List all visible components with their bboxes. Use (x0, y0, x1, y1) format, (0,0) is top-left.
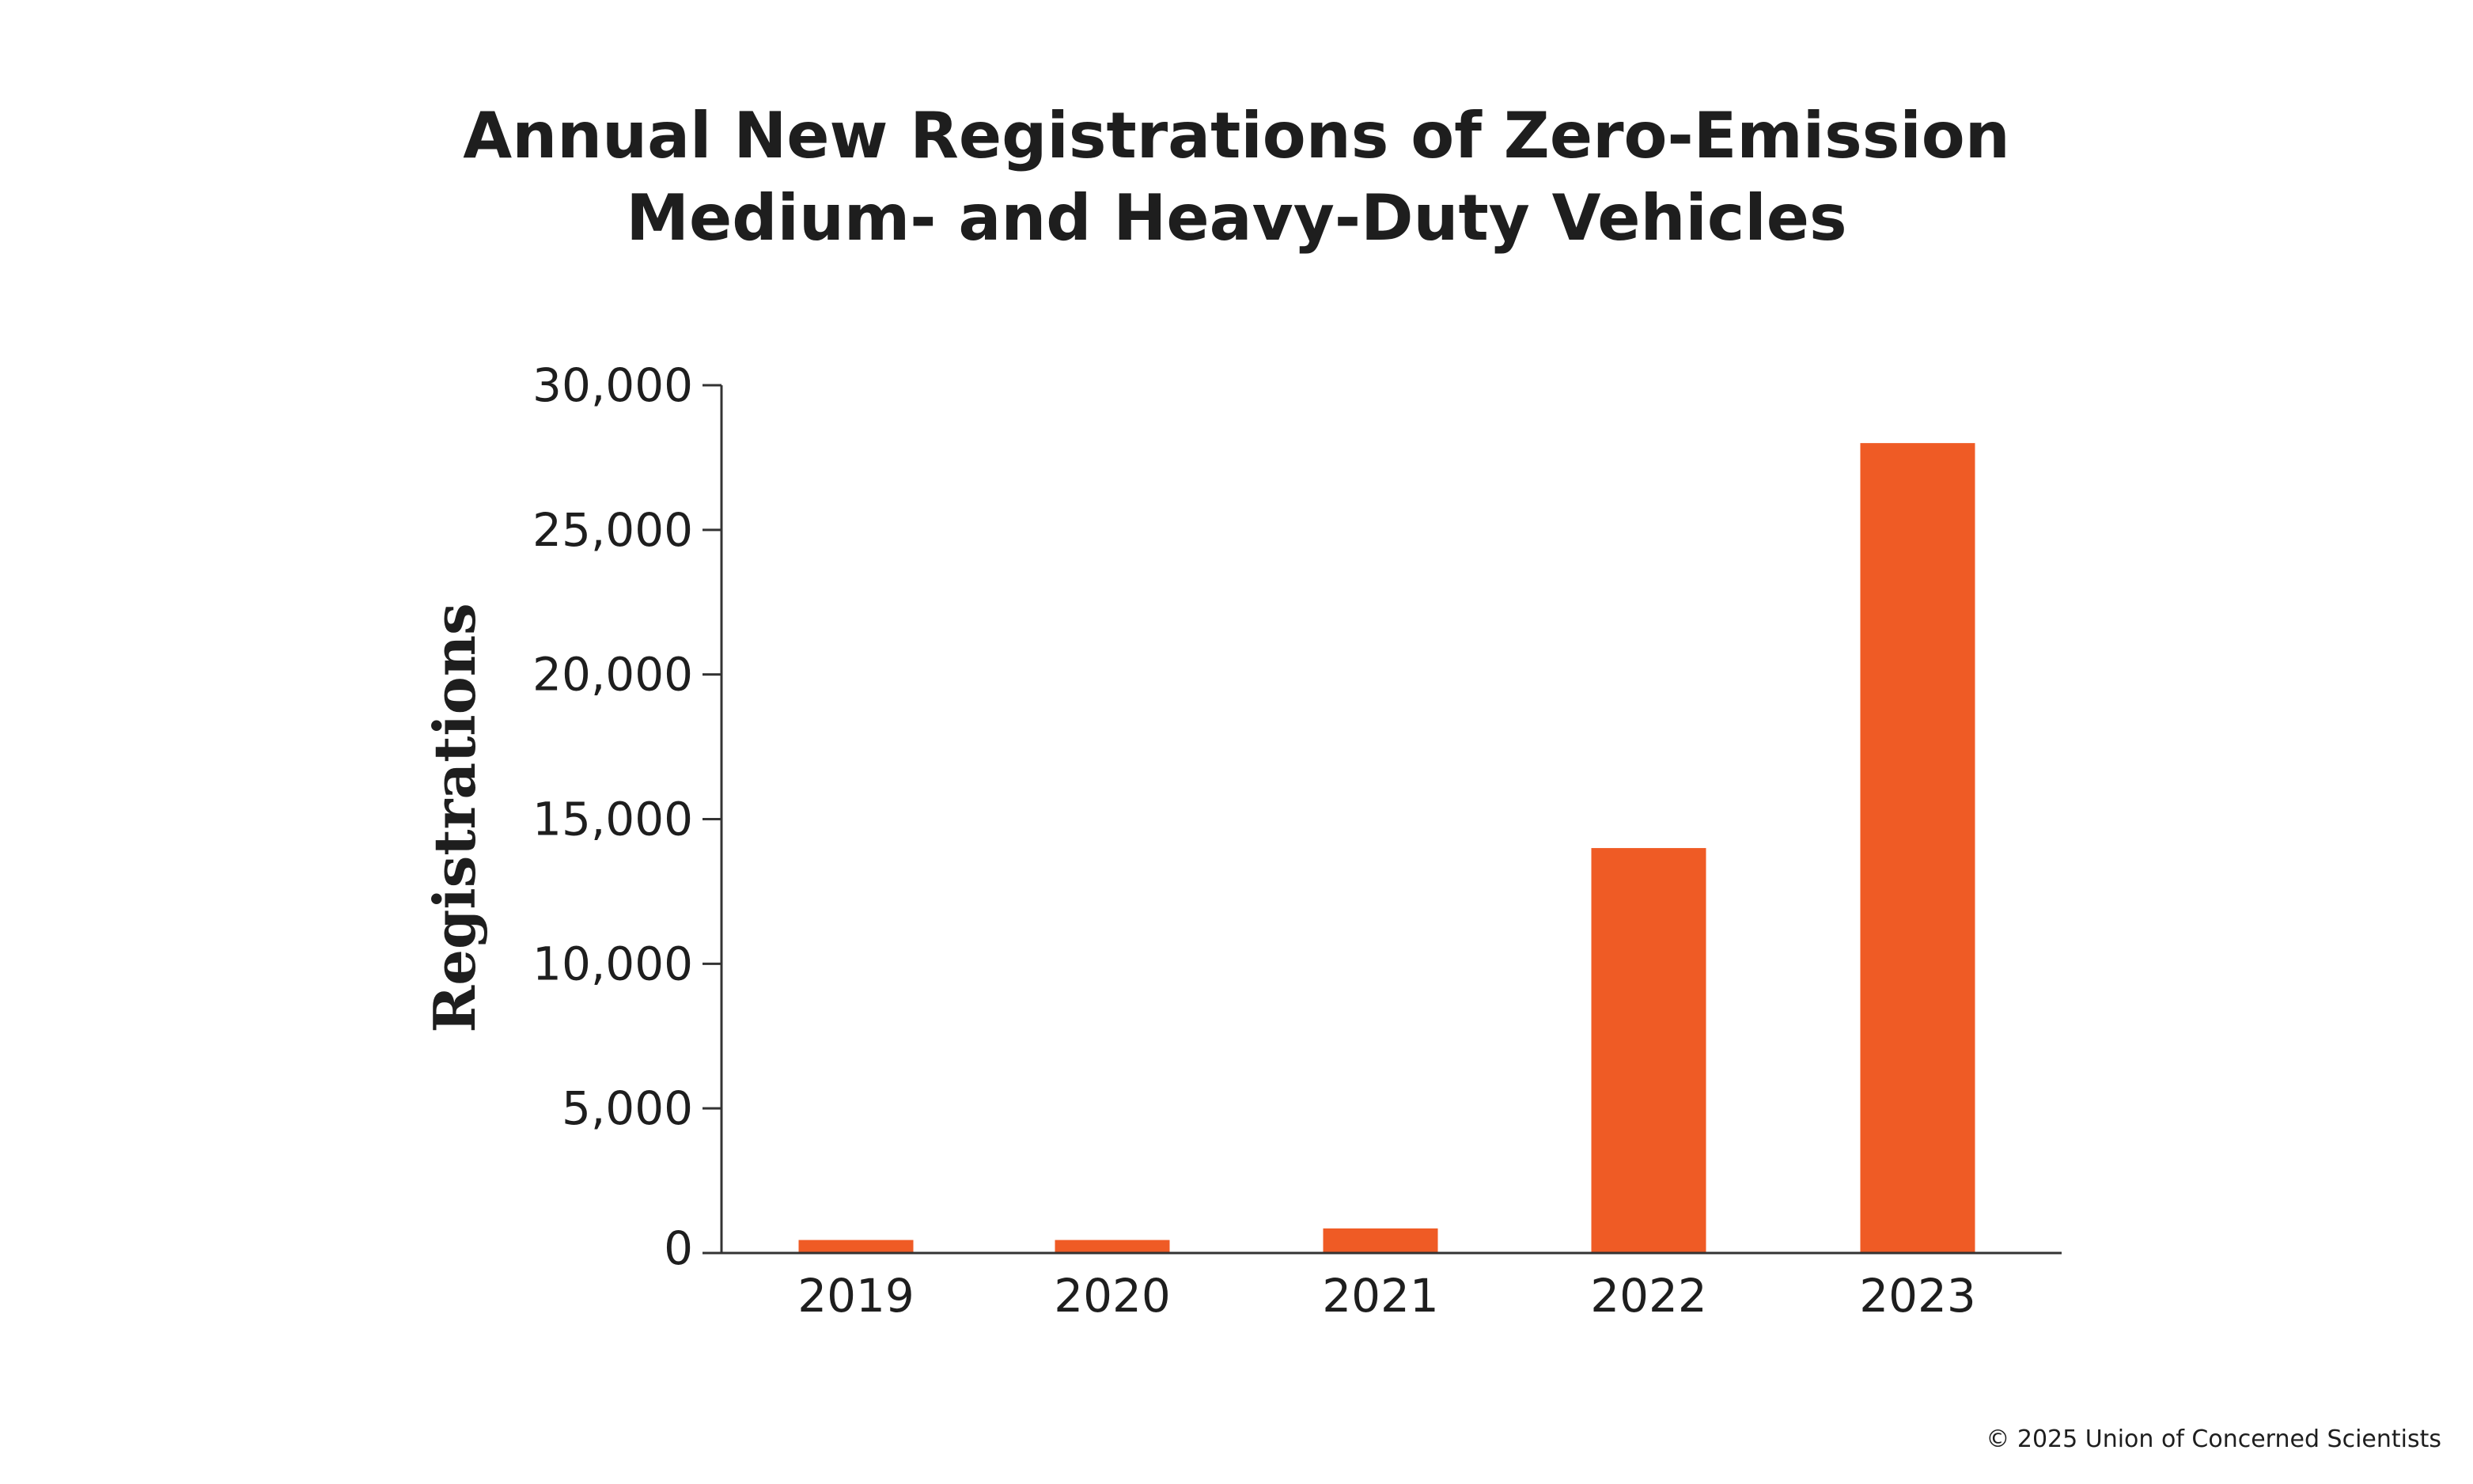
bars (798, 443, 1975, 1253)
x-tick-label: 2019 (797, 1269, 915, 1323)
x-tick-label: 2022 (1590, 1269, 1707, 1323)
chart-title-line-2: Medium- and Heavy-Duty Vehicles (626, 181, 1847, 255)
axes (703, 385, 2062, 1255)
y-tick-label: 25,000 (532, 503, 693, 557)
x-tick-label: 2023 (1859, 1269, 1976, 1323)
y-tick-label: 0 (664, 1221, 693, 1275)
x-axis-ticks: 2019 2020 2021 2022 2023 (797, 1269, 1976, 1323)
bar-2019 (798, 1240, 914, 1253)
bar-2022 (1591, 848, 1706, 1253)
x-tick-label: 2020 (1054, 1269, 1171, 1323)
chart-title: Annual New Registrations of Zero-Emissio… (0, 95, 2473, 259)
y-tick-label: 20,000 (532, 648, 693, 702)
bar-2023 (1860, 443, 1975, 1253)
y-axis-ticks: 0 5,000 10,000 15,000 20,000 25,000 30,000 (532, 358, 721, 1275)
y-tick-label: 10,000 (532, 937, 693, 990)
y-tick-label: 15,000 (532, 793, 693, 846)
y-axis-title: Registrations (421, 603, 488, 1032)
x-tick-label: 2021 (1322, 1269, 1439, 1323)
bar-2020 (1055, 1240, 1170, 1253)
copyright-notice: © 2025 Union of Concerned Scientists (1986, 1425, 2441, 1453)
y-tick-label: 30,000 (532, 358, 693, 412)
y-tick-label: 5,000 (562, 1081, 693, 1135)
chart-title-line-1: Annual New Registrations of Zero-Emissio… (463, 99, 2010, 172)
bar-2021 (1323, 1228, 1438, 1253)
